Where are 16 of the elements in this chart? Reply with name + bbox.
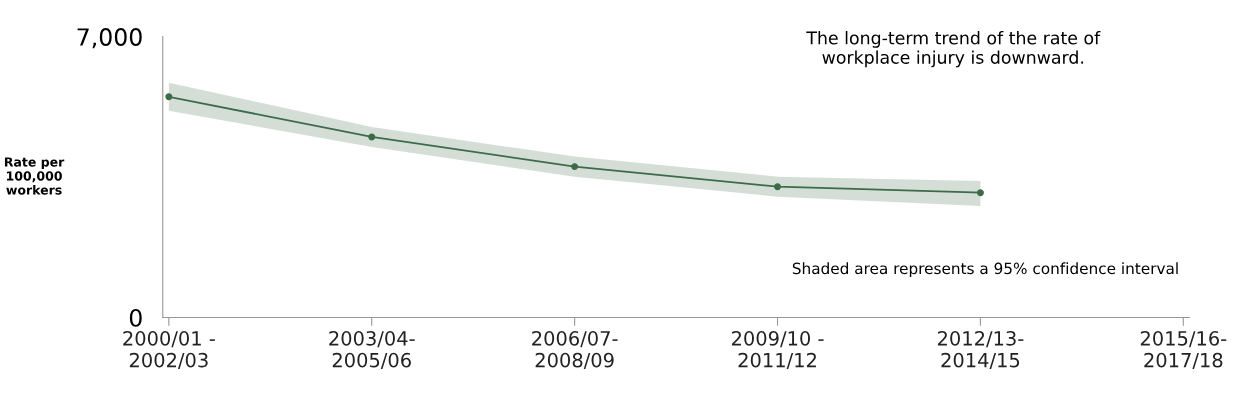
point <box>774 183 781 191</box>
x-tick-label: 2006/07- 2008/09 <box>532 331 618 370</box>
annotation: Shaded area represents a 95% confidence interval <box>792 262 1178 278</box>
x-tick-label: 2003/04- 2005/06 <box>329 331 415 370</box>
point <box>571 163 579 171</box>
x-tick-label: 2000/01 - 2002/03 <box>123 331 215 370</box>
x-tick-label: 2015/16- 2017/18 <box>1140 331 1227 370</box>
x-tick-label: 2009/10 - 2011/12 <box>731 331 824 370</box>
y-axis-title: Rate per 100,000 workers <box>4 157 65 195</box>
annotation: The long-term trend of the rate of workplace injury is downward. <box>806 31 1101 68</box>
point <box>165 93 173 101</box>
y-tick-label: 7,000 <box>77 28 142 49</box>
point <box>368 133 376 141</box>
x-tick-label: 2012/13- 2014/15 <box>937 331 1024 370</box>
y-tick-label: 0 <box>129 308 142 327</box>
point <box>976 189 984 197</box>
